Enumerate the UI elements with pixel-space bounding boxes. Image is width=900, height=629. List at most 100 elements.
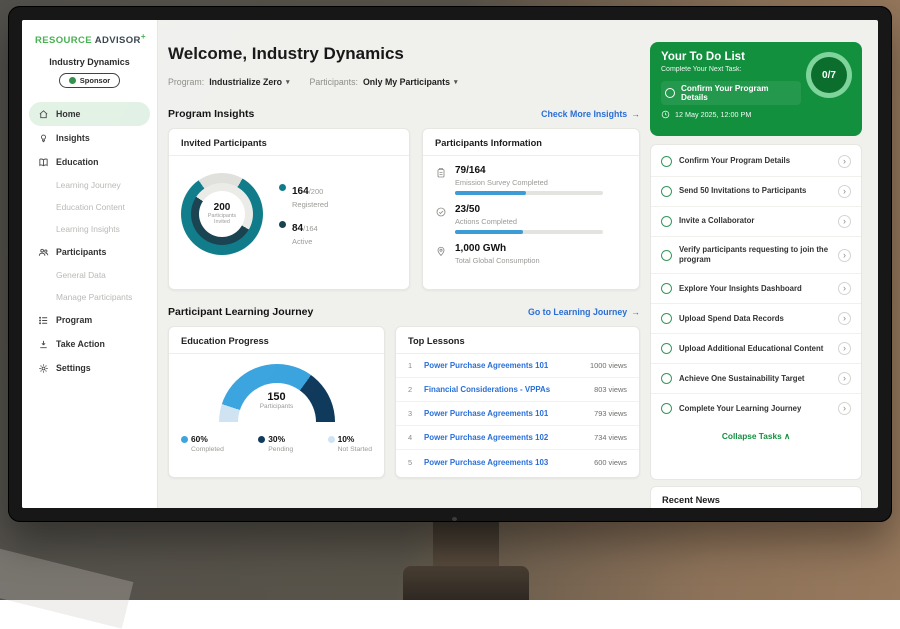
section-title-program-insights: Program Insights xyxy=(168,108,254,120)
task-row[interactable]: Invite a Collaborator › xyxy=(651,207,861,237)
sidebar-item-program[interactable]: Program xyxy=(29,308,150,332)
chevron-up-icon: ∧ xyxy=(784,431,790,441)
task-checkbox-icon[interactable] xyxy=(661,216,672,227)
checkbox-icon[interactable] xyxy=(665,88,675,98)
stat-actions-completed: 23/50 Actions Completed xyxy=(435,204,627,234)
program-filter-value: Industrialize Zero xyxy=(209,77,282,87)
home-icon xyxy=(38,109,49,120)
power-led xyxy=(452,517,457,521)
task-checkbox-icon[interactable] xyxy=(661,283,672,294)
chevron-right-icon[interactable]: › xyxy=(838,402,851,415)
chevron-right-icon[interactable]: › xyxy=(838,282,851,295)
lesson-row: 3 Power Purchase Agreements 101 793 view… xyxy=(396,402,639,426)
invited-participants-card: Invited Participants 200 Participants In… xyxy=(168,128,410,290)
chevron-right-icon[interactable]: › xyxy=(838,215,851,228)
sidebar-item-label: Take Action xyxy=(56,339,105,349)
sidebar-item-participants[interactable]: Participants xyxy=(29,240,150,264)
task-row[interactable]: Achieve One Sustainability Target › xyxy=(651,364,861,394)
actions-icon xyxy=(435,206,447,218)
monitor-stand xyxy=(433,520,499,572)
learning-journey-section-header: Participant Learning Journey Go to Learn… xyxy=(168,306,640,318)
settings-icon xyxy=(38,363,49,374)
chevron-right-icon[interactable]: › xyxy=(838,372,851,385)
lesson-link[interactable]: Power Purchase Agreements 101 xyxy=(424,361,582,370)
todo-next-task[interactable]: Confirm Your Program Details xyxy=(661,81,801,105)
sidebar-item-label: General Data xyxy=(56,270,106,280)
task-row[interactable]: Send 50 Invitations to Participants › xyxy=(651,177,861,207)
sidebar-item-manage-participants[interactable]: Manage Participants xyxy=(29,286,150,308)
sponsor-badge: Sponsor xyxy=(59,73,120,88)
task-row[interactable]: Complete Your Learning Journey › xyxy=(651,394,861,423)
collapse-tasks-link[interactable]: Collapse Tasks ∧ xyxy=(651,423,861,447)
sidebar-item-education[interactable]: Education xyxy=(29,150,150,174)
sidebar-item-home[interactable]: Home xyxy=(29,102,150,126)
lesson-views: 1000 views xyxy=(590,361,627,370)
education-progress-legend: 60% Completed 30% Pending 10% Not Starte… xyxy=(169,422,384,453)
arrow-right-icon: → xyxy=(631,307,640,317)
lesson-link[interactable]: Power Purchase Agreements 102 xyxy=(424,433,586,442)
take-action-icon xyxy=(38,339,49,350)
task-checkbox-icon[interactable] xyxy=(661,313,672,324)
chevron-right-icon[interactable]: › xyxy=(838,312,851,325)
check-more-insights-link[interactable]: Check More Insights → xyxy=(541,109,640,119)
monitor-stand-base xyxy=(403,566,529,600)
sponsor-badge-label: Sponsor xyxy=(80,76,110,85)
go-to-learning-journey-link[interactable]: Go to Learning Journey → xyxy=(528,307,640,317)
lesson-link[interactable]: Power Purchase Agreements 103 xyxy=(424,458,586,467)
sidebar-item-label: Insights xyxy=(56,133,90,143)
participants-filter-dropdown[interactable]: Only My Participants ▾ xyxy=(363,77,458,87)
invited-donut-ring-outer: 200 Participants Invited xyxy=(181,173,263,255)
task-row[interactable]: Confirm Your Program Details › xyxy=(651,147,861,177)
todo-progress-ring: 0/7 xyxy=(806,52,852,98)
task-checkbox-icon[interactable] xyxy=(661,403,672,414)
main-content: Welcome, Industry Dynamics Program: Indu… xyxy=(168,20,640,508)
emission-survey-progressbar xyxy=(455,191,603,195)
sidebar-item-take-action[interactable]: Take Action xyxy=(29,332,150,356)
task-row[interactable]: Verify participants requesting to join t… xyxy=(651,237,861,274)
task-checkbox-icon[interactable] xyxy=(661,373,672,384)
task-row[interactable]: Upload Spend Data Records › xyxy=(651,304,861,334)
chevron-right-icon[interactable]: › xyxy=(838,155,851,168)
chevron-down-icon: ▾ xyxy=(286,78,290,86)
sidebar-item-learning-journey[interactable]: Learning Journey xyxy=(29,174,150,196)
legend-dot xyxy=(258,436,265,443)
card-title: Invited Participants xyxy=(169,129,409,156)
lesson-views: 803 views xyxy=(594,385,627,394)
lesson-link[interactable]: Power Purchase Agreements 101 xyxy=(424,409,586,418)
todo-summary-card: Your To Do List Complete Your Next Task:… xyxy=(650,42,862,136)
todo-due-date: 12 May 2025, 12:00 PM xyxy=(661,110,851,119)
legend-not-started: 10% Not Started xyxy=(328,434,372,453)
legend-dot xyxy=(328,436,335,443)
sidebar-item-learning-insights[interactable]: Learning Insights xyxy=(29,218,150,240)
sidebar-item-general-data[interactable]: General Data xyxy=(29,264,150,286)
stat-emission-survey: 79/164 Emission Survey Completed xyxy=(435,165,627,195)
task-checkbox-icon[interactable] xyxy=(661,343,672,354)
lesson-views: 734 views xyxy=(594,433,627,442)
chevron-right-icon[interactable]: › xyxy=(838,342,851,355)
legend-dot xyxy=(279,221,286,228)
sidebar-item-label: Education Content xyxy=(56,202,125,212)
program-filter-dropdown[interactable]: Industrialize Zero ▾ xyxy=(209,77,289,87)
stat-global-consumption: 1,000 GWh Total Global Consumption xyxy=(435,243,627,265)
sidebar-item-insights[interactable]: Insights xyxy=(29,126,150,150)
logo-plus: + xyxy=(141,32,146,41)
sidebar-item-education-content[interactable]: Education Content xyxy=(29,196,150,218)
dashboard-screen: RESOURCE ADVISOR+ Industry Dynamics Spon… xyxy=(22,20,878,508)
card-title: Education Progress xyxy=(169,327,384,354)
sidebar-item-settings[interactable]: Settings xyxy=(29,356,150,380)
todo-progress-count: 0/7 xyxy=(811,57,847,93)
sidebar-nav: Home Insights Education Learning Journey… xyxy=(29,102,150,380)
chevron-right-icon[interactable]: › xyxy=(838,185,851,198)
task-checkbox-icon[interactable] xyxy=(661,186,672,197)
clock-icon xyxy=(661,110,670,119)
legend-completed: 60% Completed xyxy=(181,434,224,453)
task-checkbox-icon[interactable] xyxy=(661,156,672,167)
monitor-bezel: RESOURCE ADVISOR+ Industry Dynamics Spon… xyxy=(8,6,892,522)
chevron-right-icon[interactable]: › xyxy=(838,249,851,262)
task-row[interactable]: Explore Your Insights Dashboard › xyxy=(651,274,861,304)
lesson-link[interactable]: Financial Considerations - VPPAs xyxy=(424,385,586,394)
legend-dot xyxy=(279,184,286,191)
actions-progressbar xyxy=(455,230,603,234)
task-row[interactable]: Upload Additional Educational Content › xyxy=(651,334,861,364)
task-checkbox-icon[interactable] xyxy=(661,250,672,261)
